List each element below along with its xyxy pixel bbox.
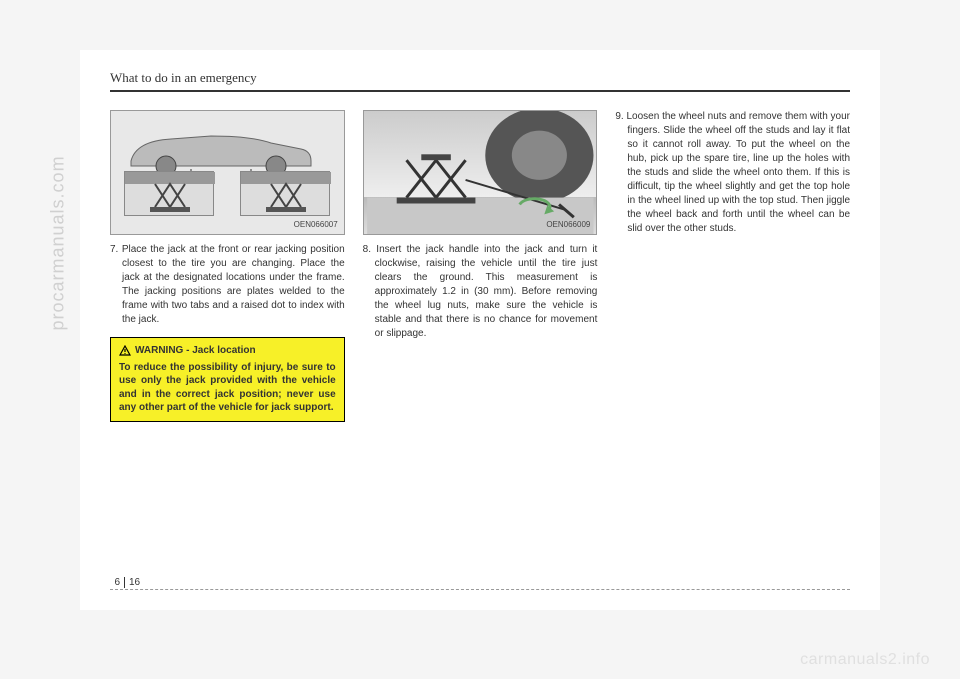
- warning-title-text: WARNING - Jack location: [135, 344, 256, 358]
- step-8-text: 8. Insert the jack handle into the jack …: [363, 243, 598, 341]
- column-3: 9. Loosen the wheel nuts and remove them…: [615, 110, 850, 422]
- warning-triangle-icon: [119, 345, 131, 357]
- column-2: OEN066009 8. Insert the jack handle into…: [363, 110, 598, 422]
- figure-jack-handle: OEN066009: [363, 110, 598, 235]
- jack-detail-left: [124, 171, 214, 216]
- jack-scene-bg: [364, 111, 597, 234]
- warning-box: WARNING - Jack location To reduce the po…: [110, 337, 345, 422]
- jack-detail-right: [240, 171, 330, 216]
- page-title: What to do in an emergency: [110, 70, 850, 92]
- page-number: 16: [124, 577, 140, 588]
- bottom-watermark: carmanuals2.info: [800, 651, 930, 669]
- jack-raising-icon: [364, 111, 597, 234]
- page: What to do in an emergency: [80, 50, 880, 610]
- section-number: 6: [110, 577, 124, 588]
- content-columns: OEN066007 7. Place the jack at the front…: [110, 110, 850, 422]
- column-1: OEN066007 7. Place the jack at the front…: [110, 110, 345, 422]
- warning-body-text: To reduce the possibility of injury, be …: [119, 361, 336, 415]
- page-number-row: 6 16: [110, 576, 850, 590]
- scissor-jack-icon: [241, 172, 331, 217]
- figure-label: OEN066009: [546, 219, 590, 230]
- figure-label: OEN066007: [294, 219, 338, 230]
- figure-jack-positions: OEN066007: [110, 110, 345, 235]
- step-9-text: 9. Loosen the wheel nuts and remove them…: [615, 110, 850, 236]
- step-7-text: 7. Place the jack at the front or rear j…: [110, 243, 345, 327]
- left-watermark: procarmanuals.com: [48, 155, 69, 330]
- jack-detail-row: [111, 171, 344, 216]
- scissor-jack-icon: [125, 172, 215, 217]
- warning-title-row: WARNING - Jack location: [119, 344, 336, 358]
